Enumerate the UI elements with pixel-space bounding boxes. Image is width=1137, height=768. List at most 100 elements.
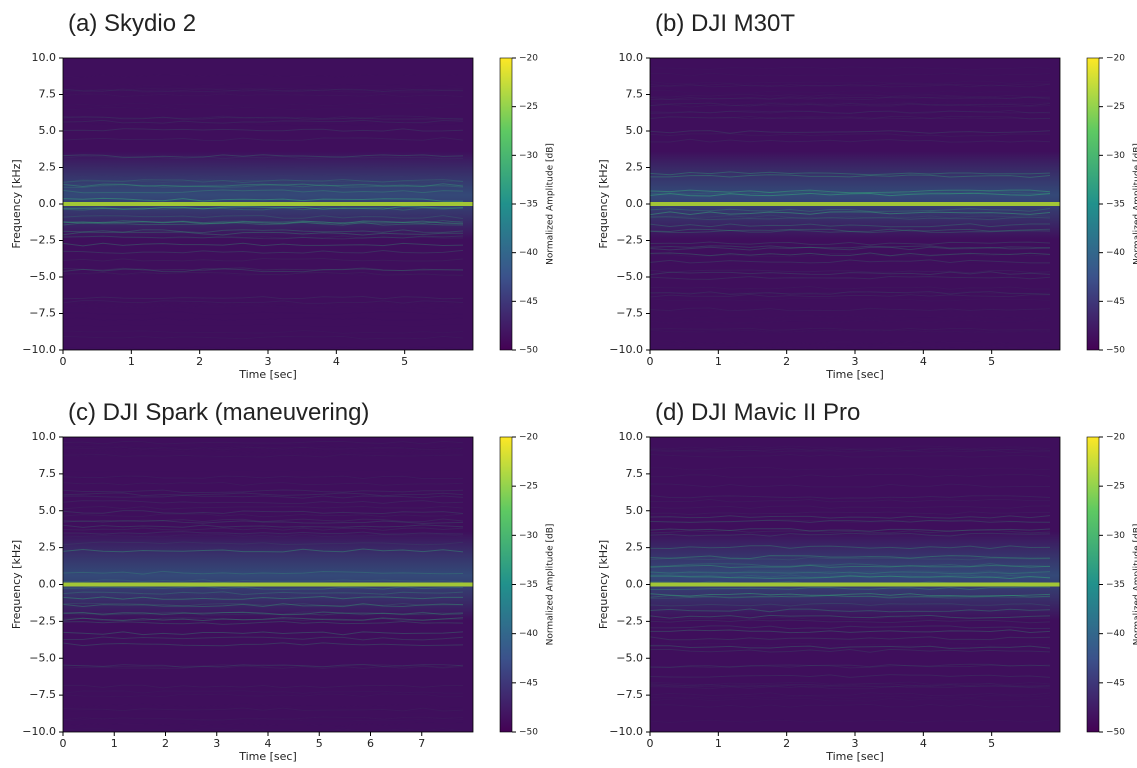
y-tick-label: 0.0 <box>626 578 644 591</box>
x-tick-label: 1 <box>111 737 118 750</box>
x-tick-label: 0 <box>60 737 67 750</box>
y-tick-label: 2.5 <box>626 161 644 174</box>
spectrogram-image <box>63 437 473 732</box>
colorbar-tick-label: −50 <box>519 728 538 738</box>
colorbar-tick-label: −50 <box>1106 728 1125 738</box>
x-tick-label: 4 <box>920 737 927 750</box>
x-tick-label: 2 <box>196 355 203 368</box>
x-axis-label: Time [sec] <box>238 750 297 763</box>
x-tick-label: 1 <box>128 355 135 368</box>
colorbar-tick-label: −25 <box>519 102 538 112</box>
center-line <box>63 583 473 587</box>
spectrogram-image <box>63 57 473 350</box>
panel-title: (a) Skydio 2 <box>68 10 196 37</box>
colorbar-tick-label: −45 <box>519 297 538 307</box>
colorbar-tick-label: −30 <box>1106 531 1125 541</box>
y-tick-label: 7.5 <box>626 88 644 101</box>
y-tick-label: 0.0 <box>39 197 57 210</box>
panel: (c) DJI Spark (maneuvering) 0 1 2 3 4 5 6 7 −10.0… <box>10 399 556 763</box>
colorbar <box>500 58 512 350</box>
x-tick-label: 4 <box>920 355 927 368</box>
spectrogram-image <box>650 437 1060 732</box>
y-tick-label: −7.5 <box>616 307 643 320</box>
colorbar-tick-label: −30 <box>519 531 538 541</box>
y-tick-label: −7.5 <box>29 688 56 701</box>
y-tick-label: −5.0 <box>616 270 643 283</box>
x-tick-label: 5 <box>988 355 995 368</box>
x-axis-label: Time [sec] <box>825 368 884 381</box>
colorbar-tick-label: −30 <box>519 151 538 161</box>
x-tick-label: 2 <box>783 355 790 368</box>
y-tick-label: −2.5 <box>29 234 56 247</box>
y-tick-label: −10.0 <box>22 725 56 738</box>
x-tick-label: 2 <box>162 737 169 750</box>
colorbar-tick-label: −40 <box>519 629 538 639</box>
colorbar-tick-label: −25 <box>519 482 538 492</box>
x-tick-label: 7 <box>418 737 425 750</box>
y-tick-label: 5.0 <box>626 124 644 137</box>
y-axis-label: Frequency [kHz] <box>10 159 23 248</box>
y-tick-label: −2.5 <box>29 614 56 627</box>
y-tick-label: −2.5 <box>616 234 643 247</box>
colorbar-tick-label: −50 <box>519 346 538 356</box>
y-tick-label: 0.0 <box>626 197 644 210</box>
y-tick-label: 2.5 <box>626 541 644 554</box>
colorbar <box>500 437 512 732</box>
colorbar-label: Normalized Amplitude [dB] <box>546 524 556 646</box>
y-tick-label: 0.0 <box>39 578 57 591</box>
colorbar-tick-label: −20 <box>1106 433 1125 443</box>
colorbar-tick-label: −35 <box>519 200 538 210</box>
y-tick-label: 7.5 <box>626 467 644 480</box>
y-tick-label: −10.0 <box>22 343 56 356</box>
y-tick-label: −10.0 <box>609 343 643 356</box>
y-tick-label: −5.0 <box>29 651 56 664</box>
image-glow <box>63 151 473 239</box>
x-tick-label: 3 <box>265 355 272 368</box>
panel-title: (b) DJI M30T <box>655 10 795 37</box>
colorbar-tick-label: −45 <box>1106 678 1125 688</box>
colorbar-tick-label: −20 <box>519 433 538 443</box>
x-tick-label: 2 <box>783 737 790 750</box>
colorbar-tick-label: −50 <box>1106 346 1125 356</box>
y-tick-label: 10.0 <box>32 430 57 443</box>
x-tick-label: 0 <box>647 355 654 368</box>
x-tick-label: 5 <box>316 737 323 750</box>
y-axis-label: Frequency [kHz] <box>597 540 610 629</box>
y-tick-label: 7.5 <box>39 88 57 101</box>
y-tick-label: 10.0 <box>32 51 57 64</box>
y-tick-label: −10.0 <box>609 725 643 738</box>
colorbar-tick-label: −30 <box>1106 151 1125 161</box>
colorbar-tick-label: −25 <box>1106 482 1125 492</box>
y-tick-label: −5.0 <box>616 651 643 664</box>
x-tick-label: 4 <box>333 355 340 368</box>
y-tick-label: 10.0 <box>619 51 644 64</box>
x-tick-label: 3 <box>852 355 859 368</box>
y-tick-label: 5.0 <box>39 124 57 137</box>
colorbar-label: Normalized Amplitude [dB] <box>1133 524 1137 646</box>
center-line <box>650 202 1060 206</box>
colorbar <box>1087 437 1099 732</box>
panel-title: (c) DJI Spark (maneuvering) <box>68 399 369 426</box>
x-tick-label: 6 <box>367 737 374 750</box>
colorbar-tick-label: −35 <box>1106 580 1125 590</box>
colorbar-tick-label: −35 <box>519 580 538 590</box>
panel-title: (d) DJI Mavic II Pro <box>655 399 860 426</box>
x-tick-label: 3 <box>213 737 220 750</box>
x-tick-label: 5 <box>401 355 408 368</box>
center-line <box>63 202 473 206</box>
colorbar-tick-label: −20 <box>1106 54 1125 64</box>
x-tick-label: 5 <box>988 737 995 750</box>
colorbar-tick-label: −45 <box>1106 297 1125 307</box>
x-tick-label: 3 <box>852 737 859 750</box>
x-tick-label: 4 <box>265 737 272 750</box>
x-tick-label: 1 <box>715 737 722 750</box>
colorbar-tick-label: −40 <box>1106 248 1125 258</box>
y-tick-label: −7.5 <box>616 688 643 701</box>
y-tick-label: 2.5 <box>39 541 57 554</box>
y-tick-label: 5.0 <box>626 504 644 517</box>
x-axis-label: Time [sec] <box>238 368 297 381</box>
y-tick-label: 10.0 <box>619 430 644 443</box>
